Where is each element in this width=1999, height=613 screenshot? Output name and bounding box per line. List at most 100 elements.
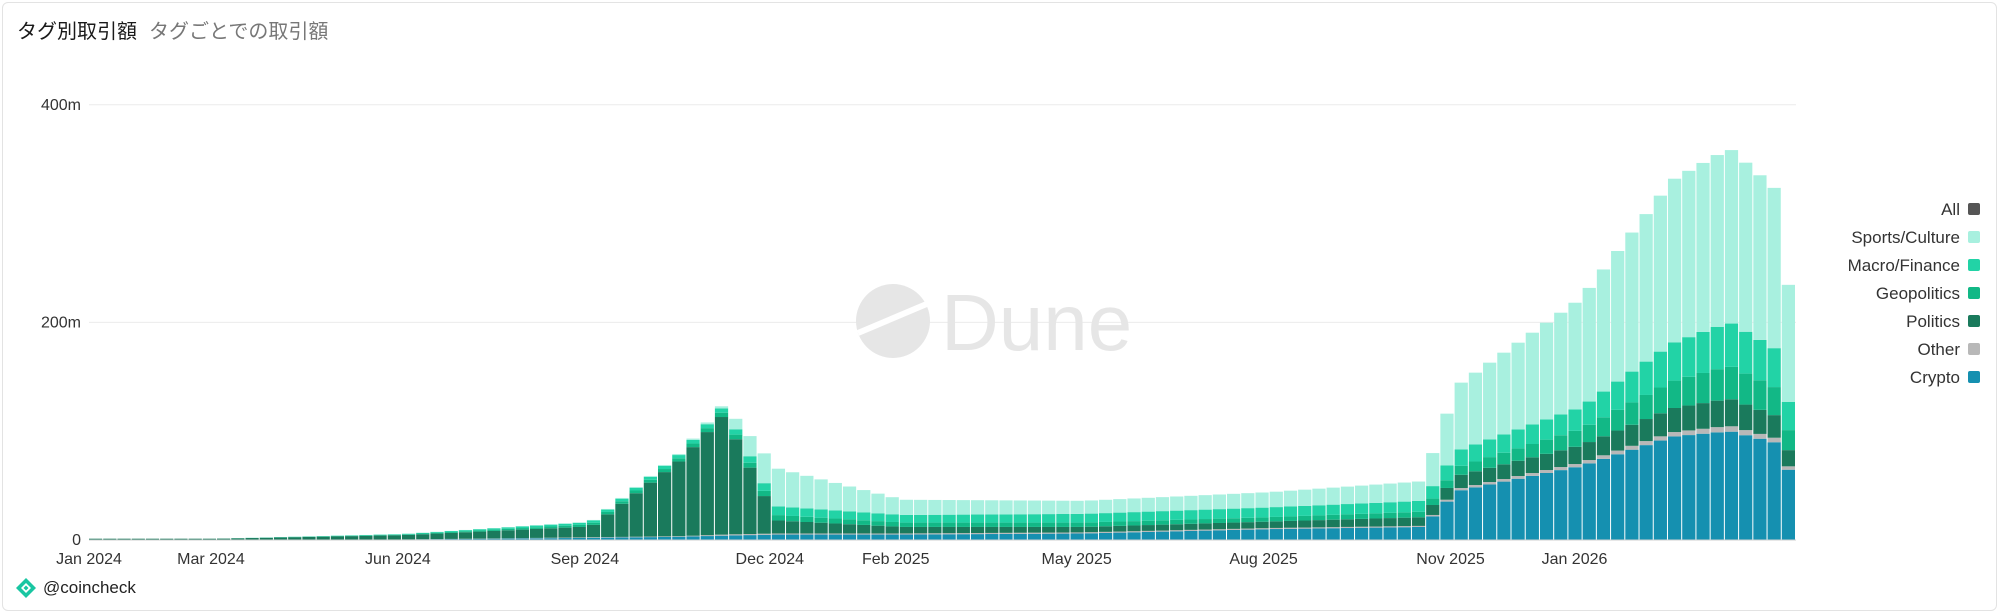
bar-segment: [1568, 446, 1582, 465]
bar-segment: [1653, 195, 1667, 352]
bar-segment: [800, 508, 814, 517]
legend-label: Macro/Finance: [1848, 256, 1960, 275]
bar-segment: [814, 479, 828, 510]
bar-segment: [117, 538, 131, 540]
bar-segment: [1667, 380, 1682, 408]
bar-segment: [1611, 450, 1625, 455]
bar-segment: [444, 531, 458, 532]
bar-segment: [914, 499, 928, 515]
bar-segment: [899, 499, 914, 515]
bar-segment: [1013, 533, 1027, 540]
bar-stack: [871, 493, 885, 540]
bar-segment: [1781, 450, 1795, 467]
bar-segment: [1767, 387, 1781, 416]
bar-stack: [1170, 496, 1184, 540]
bar-segment: [1397, 512, 1411, 518]
bar-segment: [1582, 287, 1596, 402]
bar-segment: [757, 490, 771, 497]
legend: All Sports/Culture Macro/Finance Geopolitic…: [1848, 200, 1980, 387]
bar-stack: [970, 500, 985, 540]
bar-segment: [771, 534, 786, 540]
bar-segment: [1525, 332, 1539, 425]
bar-segment: [899, 526, 914, 534]
bar-segment: [1013, 514, 1027, 523]
bar-segment: [757, 534, 771, 540]
bar-segment: [473, 529, 487, 531]
bar-stack: [928, 499, 942, 540]
bar-segment: [914, 526, 928, 534]
bar-stack: [515, 526, 529, 540]
bar-segment: [1696, 162, 1710, 332]
legend-item[interactable]: Sports/Culture: [1851, 228, 1980, 247]
bar-segment: [1184, 519, 1198, 524]
bar-stack: [1483, 362, 1497, 540]
bar-stack: [1298, 489, 1312, 540]
bar-segment: [1383, 526, 1397, 528]
bar-segment: [1283, 506, 1298, 517]
bar-segment: [1426, 514, 1440, 517]
bar-segment: [330, 536, 345, 540]
legend-item[interactable]: All: [1941, 200, 1980, 219]
bar-segment: [1255, 528, 1269, 530]
bar-segment: [899, 534, 914, 540]
bar-segment: [501, 538, 515, 540]
bar-segment: [1042, 500, 1056, 515]
bar-segment: [515, 526, 529, 529]
bar-segment: [757, 496, 771, 534]
legend-item[interactable]: Other: [1917, 340, 1980, 359]
bar-stack: [1767, 187, 1781, 540]
chart-subtitle: タグごとでの取引額: [149, 19, 329, 43]
x-tick-label: Jan 2024: [56, 551, 122, 568]
bar-segment: [601, 537, 615, 540]
bar-stack: [1283, 490, 1298, 540]
bar-segment: [672, 461, 686, 537]
legend-item[interactable]: Crypto: [1910, 368, 1980, 387]
bar-stack: [714, 406, 729, 540]
bar-segment: [1170, 510, 1184, 520]
legend-item[interactable]: Geopolitics: [1876, 284, 1980, 303]
bar-segment: [1525, 473, 1539, 476]
bar-segment: [1340, 514, 1355, 520]
bar-segment: [885, 521, 899, 527]
bar-segment: [729, 434, 743, 440]
bar-segment: [1682, 376, 1696, 406]
bar-segment: [1127, 512, 1141, 522]
bar-segment: [1639, 214, 1653, 362]
bar-segment: [1283, 520, 1298, 528]
bar-stack: [1454, 382, 1468, 540]
legend-swatch: [1968, 259, 1980, 271]
bar-segment: [529, 528, 544, 538]
bar-segment: [899, 522, 914, 527]
bar-segment: [615, 503, 629, 537]
bar-segment: [714, 408, 729, 413]
bar-segment: [259, 537, 273, 540]
bar-segment: [1312, 527, 1326, 529]
bar-segment: [1710, 326, 1724, 370]
chart-title: タグ別取引額: [17, 19, 137, 43]
bar-stack: [1554, 312, 1568, 540]
bar-segment: [1355, 526, 1369, 528]
legend-item[interactable]: Macro/Finance: [1848, 256, 1980, 275]
bar-segment: [1184, 523, 1198, 530]
bar-segment: [586, 537, 601, 538]
bar-segment: [1483, 484, 1497, 540]
bar-segment: [757, 453, 771, 484]
bar-segment: [1411, 501, 1426, 512]
bar-segment: [103, 538, 117, 540]
bar-segment: [1027, 533, 1042, 540]
bar-segment: [1753, 438, 1767, 540]
bar-stack: [1042, 500, 1056, 540]
bar-segment: [914, 522, 928, 527]
bar-segment: [1739, 404, 1753, 431]
legend-item[interactable]: Politics: [1906, 312, 1980, 331]
bar-segment: [686, 443, 700, 448]
bar-segment: [1340, 528, 1355, 540]
bar-segment: [714, 417, 729, 535]
bar-segment: [1454, 490, 1468, 540]
bar-segment: [771, 468, 786, 507]
bar-segment: [842, 524, 857, 534]
bar-segment: [444, 531, 458, 533]
stacked-bar-chart: Dune 0 200m 400m Jan 2024 Mar 2024 Jun 2024 Se…: [41, 97, 1980, 568]
bar-segment: [1511, 460, 1525, 477]
bar-segment: [572, 537, 586, 540]
